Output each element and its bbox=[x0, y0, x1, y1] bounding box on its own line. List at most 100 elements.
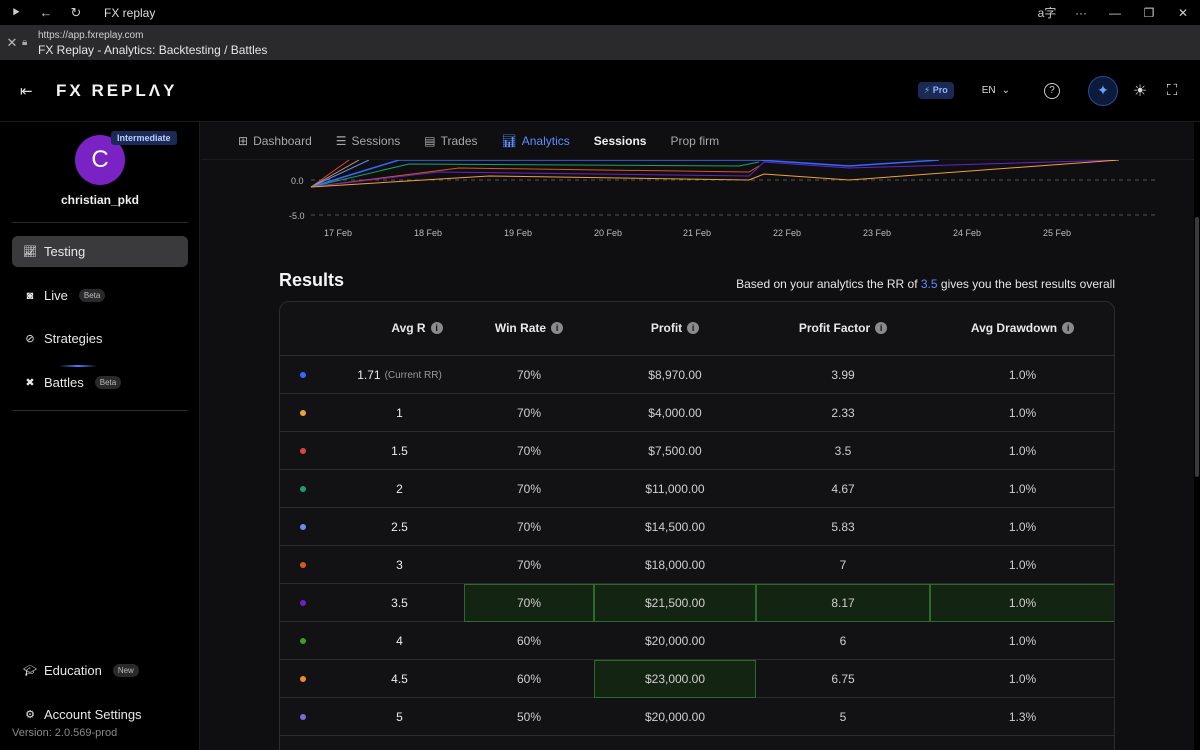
theme-toggle-icon[interactable]: ☀ bbox=[1132, 82, 1148, 100]
language-select[interactable]: EN ⌄ bbox=[982, 85, 1010, 96]
cell-avg-drawdown: 1.0% bbox=[930, 356, 1114, 394]
tab-label: Dashboard bbox=[253, 133, 312, 148]
rr-note-suffix: gives you the best results overall bbox=[940, 277, 1115, 291]
table-row[interactable]: 5 50% $20,000.00 5 1.3% bbox=[280, 698, 1114, 736]
ai-assistant-button[interactable]: ✦ bbox=[1088, 75, 1118, 106]
series-color-dot bbox=[300, 638, 306, 644]
gear-icon: ⚙ bbox=[25, 709, 35, 721]
back-arrow-icon[interactable]: ← bbox=[39, 5, 53, 20]
series-line bbox=[310, 160, 350, 188]
cell-value: 1.0% bbox=[1008, 558, 1037, 572]
table-row[interactable]: 4.5 60% $23,000.00 6.75 1.0% bbox=[280, 660, 1114, 698]
cell-value: 2.5 bbox=[391, 520, 408, 534]
sidebar-item-strategies[interactable]: ⊘ Strategies bbox=[12, 323, 188, 354]
column-header-profit[interactable]: Profit i bbox=[594, 321, 756, 335]
scrollbar[interactable] bbox=[1194, 122, 1200, 750]
column-header-profit-factor[interactable]: Profit Factor i bbox=[756, 321, 930, 335]
close-window-icon[interactable]: ✕ bbox=[1177, 5, 1189, 20]
best-rr-value: 3.5 bbox=[920, 277, 938, 291]
info-icon[interactable]: i bbox=[430, 322, 443, 334]
table-row[interactable]: 3.5 70% $21,500.00 8.17 1.0% bbox=[280, 584, 1114, 622]
cell-value: 3.99 bbox=[831, 368, 855, 382]
sidebar-toggle-icon[interactable]: ⯈ bbox=[10, 4, 22, 20]
table-row[interactable]: 3 70% $18,000.00 7 1.0% bbox=[280, 546, 1114, 584]
cell-profit: $14,500.00 bbox=[594, 508, 756, 546]
table-row[interactable]: 2 70% $11,000.00 4.67 1.0% bbox=[280, 470, 1114, 508]
sidebar-item-label: Live bbox=[44, 288, 68, 303]
sidebar-item-account-settings[interactable]: ⚙ Account Settings bbox=[12, 699, 188, 730]
info-icon[interactable]: i bbox=[875, 322, 888, 334]
info-icon[interactable]: i bbox=[551, 322, 564, 334]
column-header-win-rate[interactable]: Win Rate i bbox=[464, 321, 594, 335]
cell-value: 1.0% bbox=[1008, 406, 1037, 420]
sidebar: C Intermediate christian_pkd 📈︎ Testing … bbox=[0, 122, 200, 750]
sidebar-item-education[interactable]: 🎓︎ Education New bbox=[12, 655, 188, 686]
logo[interactable]: FX REPLΛY bbox=[56, 80, 178, 100]
cell-value: 4.67 bbox=[831, 482, 855, 496]
cell-win-rate: 60% bbox=[464, 622, 594, 660]
url-text[interactable]: https://app.fxreplay.com bbox=[38, 29, 144, 41]
sidebar-divider bbox=[12, 410, 188, 411]
more-icon[interactable]: ··· bbox=[1075, 5, 1087, 20]
translate-icon[interactable]: a字 bbox=[1037, 6, 1057, 20]
cell-profit-factor: 5 bbox=[756, 698, 930, 736]
series-color-dot bbox=[300, 524, 306, 530]
info-icon[interactable]: i bbox=[1062, 322, 1075, 334]
table-row[interactable]: 1 70% $4,000.00 2.33 1.0% bbox=[280, 394, 1114, 432]
minimize-icon[interactable]: — bbox=[1109, 5, 1121, 20]
table-row[interactable]: 4 60% $20,000.00 6 1.0% bbox=[280, 622, 1114, 660]
fullscreen-icon[interactable]: ⛶ bbox=[1166, 82, 1178, 99]
main-content: ⊞ Dashboard ☰ Sessions ▤ Trades 📊︎ Analy… bbox=[201, 122, 1194, 750]
cell-win-rate: 70% bbox=[464, 432, 594, 470]
tab-prop-firm[interactable]: Prop firm bbox=[670, 134, 719, 148]
cell-win-rate: 70% bbox=[464, 470, 594, 508]
sidebar-item-live[interactable]: ◙ Live Beta bbox=[12, 280, 188, 311]
cell-value: $23,000.00 bbox=[644, 672, 706, 686]
results-title: Results bbox=[279, 270, 345, 290]
maximize-icon[interactable]: ❐ bbox=[1143, 5, 1155, 20]
cell-value: 70% bbox=[516, 520, 542, 534]
x-tick-label: 20 Feb bbox=[594, 228, 622, 238]
cell-avg-drawdown: 1.0% bbox=[930, 508, 1114, 546]
sidebar-item-testing[interactable]: 📈︎ Testing bbox=[12, 236, 188, 267]
cell-avg-r: 1.5 bbox=[327, 432, 472, 470]
column-header-avg-r[interactable]: Avg R i bbox=[342, 321, 492, 335]
tab-trades[interactable]: ▤ Trades bbox=[424, 134, 477, 148]
x-tick-label: 18 Feb bbox=[414, 228, 442, 238]
scrollbar-thumb[interactable] bbox=[1195, 217, 1199, 477]
cell-avg-r: 2.5 bbox=[327, 508, 472, 546]
tab-sessions[interactable]: ☰ Sessions bbox=[336, 134, 400, 148]
table-row[interactable]: 1.5 70% $7,500.00 3.5 1.0% bbox=[280, 432, 1114, 470]
cell-value: 1.0% bbox=[1008, 444, 1037, 458]
pro-badge[interactable]: ⚡ Pro bbox=[917, 82, 954, 99]
sidebar-item-battles[interactable]: ✖ Battles Beta bbox=[12, 367, 188, 398]
sidebar-item-label: Strategies bbox=[44, 331, 103, 346]
series-line bbox=[310, 160, 360, 188]
info-icon[interactable]: i bbox=[687, 322, 700, 334]
tab-sessions-secondary[interactable]: Sessions bbox=[594, 134, 647, 148]
table-row[interactable]: 1.71 (Current RR) 70% $8,970.00 3.99 1.0% bbox=[280, 356, 1114, 394]
beta-badge: Beta bbox=[78, 289, 106, 302]
tab-dashboard[interactable]: ⊞ Dashboard bbox=[238, 134, 312, 148]
cell-profit: $7,500.00 bbox=[594, 432, 756, 470]
collapse-menu-icon[interactable]: ⇤ bbox=[20, 82, 33, 100]
cell-profit: $8,970.00 bbox=[594, 356, 756, 394]
sidebar-divider bbox=[12, 222, 188, 223]
cell-value: $4,000.00 bbox=[648, 406, 702, 420]
table-row[interactable]: 2.5 70% $14,500.00 5.83 1.0% bbox=[280, 508, 1114, 546]
series-color-dot bbox=[300, 714, 306, 720]
x-tick-label: 19 Feb bbox=[504, 228, 532, 238]
tab-analytics[interactable]: 📊︎ Analytics bbox=[502, 134, 570, 148]
cell-value: $7,500.00 bbox=[648, 444, 702, 458]
help-icon[interactable]: ? bbox=[1044, 82, 1060, 99]
close-icon[interactable]: ✕ bbox=[6, 34, 18, 50]
list-icon: ☰ bbox=[335, 133, 347, 148]
series-color-dot bbox=[300, 410, 306, 416]
cell-profit-factor: 3.5 bbox=[756, 432, 930, 470]
x-tick-label: 21 Feb bbox=[683, 228, 711, 238]
cell-value: 6.75 bbox=[831, 672, 855, 686]
column-header-avg-drawdown[interactable]: Avg Drawdown i bbox=[930, 321, 1114, 335]
tab-label: Prop firm bbox=[670, 133, 720, 148]
reload-icon[interactable]: ↻ bbox=[70, 4, 82, 20]
